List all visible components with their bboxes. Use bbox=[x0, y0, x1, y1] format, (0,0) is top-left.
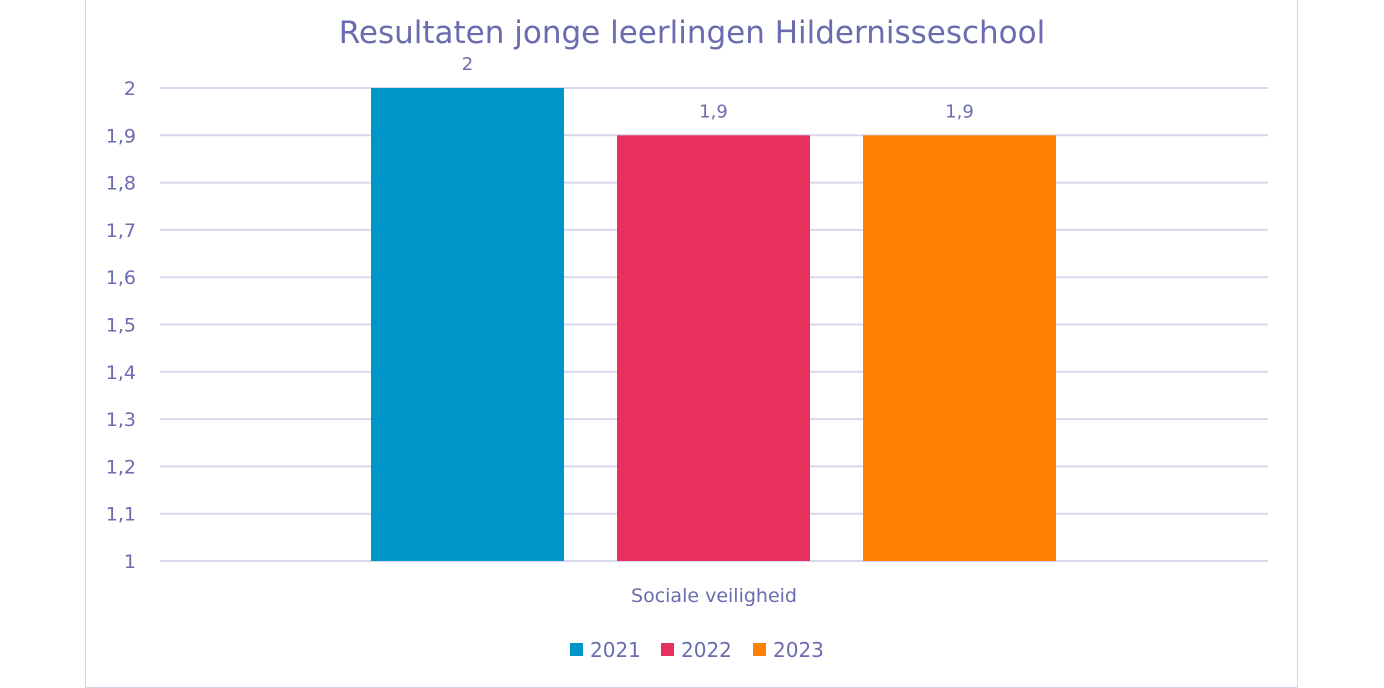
y-tick-label: 1,4 bbox=[106, 362, 136, 384]
legend-swatch-2022 bbox=[661, 643, 674, 656]
chart-title: Resultaten jonge leerlingen Hildernisses… bbox=[339, 15, 1045, 51]
legend-label-2021: 2021 bbox=[590, 638, 641, 662]
y-tick-label: 1,8 bbox=[106, 173, 136, 195]
bars bbox=[371, 88, 1056, 562]
x-category-label: Sociale veiligheid bbox=[631, 585, 797, 607]
y-tick-label: 1,5 bbox=[106, 315, 136, 337]
bar-2021 bbox=[371, 88, 564, 561]
legend-swatch-2021 bbox=[570, 643, 583, 656]
x-axis-categories: Sociale veiligheid bbox=[631, 585, 797, 607]
data-labels: 2 1,9 1,9 bbox=[462, 54, 974, 122]
legend-label-2023: 2023 bbox=[773, 638, 824, 662]
legend-label-2022: 2022 bbox=[681, 638, 732, 662]
y-tick-label: 1,6 bbox=[106, 267, 136, 289]
data-label-2021: 2 bbox=[462, 54, 473, 75]
y-tick-label: 1,7 bbox=[106, 220, 136, 242]
y-tick-label: 1,9 bbox=[106, 125, 136, 147]
y-tick-label: 1 bbox=[124, 551, 136, 573]
y-tick-label: 2 bbox=[124, 78, 136, 100]
data-label-2022: 1,9 bbox=[699, 101, 728, 122]
y-tick-label: 1,1 bbox=[106, 504, 136, 526]
y-tick-label: 1,2 bbox=[106, 456, 136, 478]
bar-2023 bbox=[863, 135, 1056, 562]
y-tick-label: 1,3 bbox=[106, 409, 136, 431]
data-label-2023: 1,9 bbox=[945, 101, 974, 122]
legend: 2021 2022 2023 bbox=[570, 638, 824, 662]
legend-swatch-2023 bbox=[753, 643, 766, 656]
bar-2022 bbox=[617, 135, 810, 562]
y-axis-ticks: 1 1,1 1,2 1,3 1,4 1,5 1,6 1,7 1,8 1,9 2 bbox=[106, 78, 136, 573]
